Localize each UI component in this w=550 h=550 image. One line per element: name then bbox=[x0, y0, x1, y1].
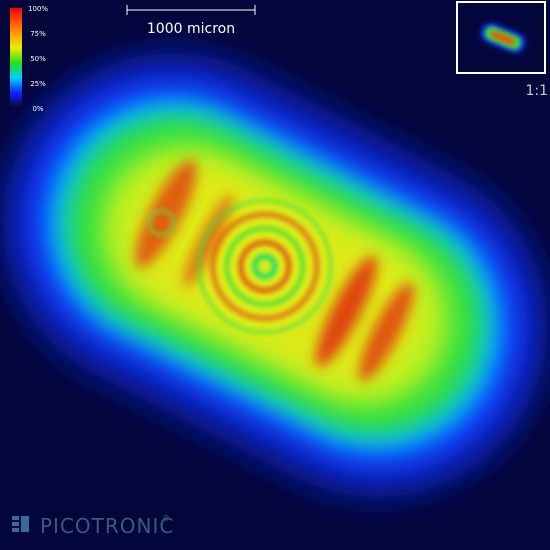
inset-frame bbox=[456, 1, 546, 74]
colorbar-label: 0% bbox=[32, 105, 43, 113]
logo-registered: ® bbox=[162, 514, 170, 523]
colorbar bbox=[10, 8, 22, 108]
inset-beam bbox=[480, 23, 526, 53]
colorbar-label: 50% bbox=[30, 55, 46, 63]
logo-text: PICOTRONIC bbox=[40, 514, 174, 538]
scale-bar bbox=[126, 5, 256, 15]
colorbar-label: 75% bbox=[30, 30, 46, 38]
scale-bar-label: 1000 micron bbox=[147, 21, 235, 37]
inset-scale-label: 1:1 bbox=[525, 83, 548, 99]
colorbar-label: 25% bbox=[30, 80, 46, 88]
colorbar-label: 100% bbox=[28, 5, 48, 13]
colorbar-labels: 100% 75% 50% 25% 0% bbox=[28, 5, 48, 113]
logo-icon bbox=[12, 516, 29, 532]
